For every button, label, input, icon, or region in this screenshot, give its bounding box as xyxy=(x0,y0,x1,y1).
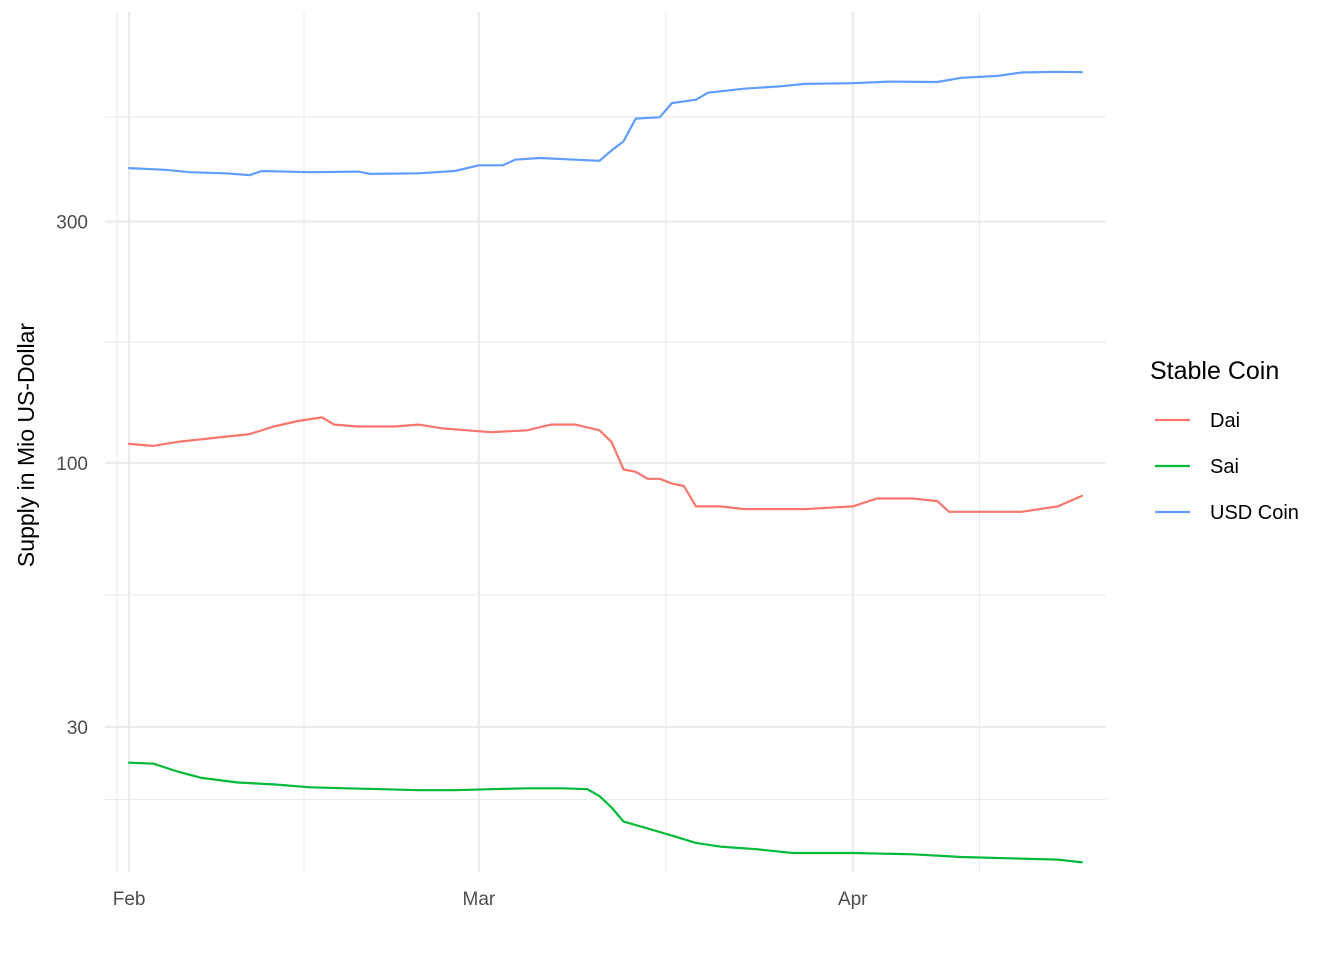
legend-label-sai: Sai xyxy=(1210,456,1239,478)
legend-items: Dai Sai USD Coin xyxy=(1155,410,1299,524)
legend: Stable Coin Dai Sai USD Coin xyxy=(1150,357,1299,524)
y-axis-tick-labels: 30 100 300 xyxy=(56,213,88,739)
legend-label-usd-coin: USD Coin xyxy=(1210,502,1299,524)
legend-label-dai: Dai xyxy=(1210,410,1240,432)
y-axis-title: Supply in Mio US-Dollar xyxy=(13,323,39,567)
grid-lines xyxy=(105,12,1106,872)
y-tick-label: 300 xyxy=(56,213,88,234)
legend-title: Stable Coin xyxy=(1150,357,1279,385)
y-tick-label: 30 xyxy=(67,718,88,739)
x-tick-label: Feb xyxy=(113,889,146,910)
y-tick-label: 100 xyxy=(56,454,88,475)
x-axis-tick-labels: Feb Mar Apr xyxy=(113,889,868,910)
series-lines xyxy=(128,70,1083,864)
x-tick-label: Mar xyxy=(463,889,496,910)
series-line-sai xyxy=(128,761,1083,864)
series-line-dai xyxy=(128,416,1083,513)
x-tick-label: Apr xyxy=(838,889,868,910)
series-line-usd-coin xyxy=(128,70,1083,177)
